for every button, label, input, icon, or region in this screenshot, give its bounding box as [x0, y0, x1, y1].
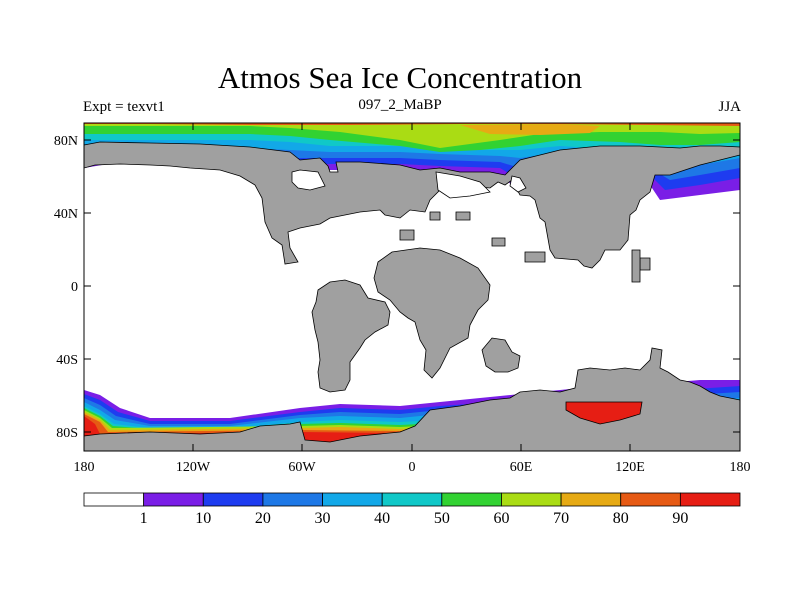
colorbar-swatch: [501, 492, 562, 507]
colorbar-label: 80: [613, 510, 629, 527]
colorbar-swatch: [262, 492, 323, 507]
north-inner-sea-2: [435, 171, 491, 199]
colorbar-label: 20: [255, 510, 271, 527]
colorbar-swatch: [620, 492, 681, 507]
colorbar-label: 70: [553, 510, 569, 527]
colorbar-swatch: [322, 492, 383, 507]
colorbar-labels: 1 10 20 30 40 50 60 70 80 90: [140, 510, 689, 527]
colorbar-swatch: [381, 492, 443, 507]
y-ticks: [84, 139, 740, 433]
land-island-5: [639, 257, 651, 271]
x-tick-label-180w: 180: [74, 460, 95, 475]
land-island-1: [399, 229, 415, 241]
y-tick-label-80s: 80S: [56, 426, 78, 441]
land-africa: [373, 247, 491, 379]
colorbar-swatch: [143, 492, 204, 507]
north-inner-sea-3: [509, 175, 527, 193]
colorbar-label: 50: [434, 510, 450, 527]
land-island-3: [455, 211, 471, 221]
colorbar-label: 30: [315, 510, 331, 527]
y-tick-label-40s: 40S: [56, 353, 78, 368]
period-label: 097_2_MaBP: [358, 97, 442, 113]
land-island-2: [491, 237, 506, 247]
colorbar-label: 60: [493, 510, 509, 527]
land-mask: [84, 141, 740, 451]
y-tick-label-40n: 40N: [54, 207, 78, 222]
colorbar-label: 40: [374, 510, 390, 527]
land-antarctica: [84, 347, 740, 451]
season-label: JJA: [718, 99, 741, 115]
x-tick-label-60e: 60E: [510, 460, 533, 475]
y-tick-label-0: 0: [71, 280, 78, 295]
colorbar-label: 1: [140, 510, 148, 527]
map-field: [84, 123, 740, 451]
land-island-7: [631, 249, 641, 283]
antarctica-embayment: [565, 401, 643, 425]
x-tick-label-60w: 60W: [288, 460, 316, 475]
land-island-6: [524, 251, 546, 263]
x-tick-label-120w: 120W: [176, 460, 211, 475]
x-tick-label-0: 0: [409, 460, 416, 475]
x-tick-label-180e: 180: [730, 460, 751, 475]
colorbar-swatch: [560, 492, 622, 507]
colorbar-label: 10: [195, 510, 211, 527]
colorbar-swatch: [202, 492, 264, 507]
colorbar-label: 90: [672, 510, 688, 527]
north-inner-sea-1: [291, 169, 326, 191]
x-tick-label-120e: 120E: [615, 460, 645, 475]
land-india: [481, 337, 521, 373]
x-ticks: [192, 123, 631, 451]
map-title: Atmos Sea Ice Concentration: [217, 60, 583, 95]
y-tick-label-80n: 80N: [54, 134, 78, 149]
colorbar-swatch: [83, 492, 145, 507]
land-laurasia: [84, 141, 740, 269]
land-south-america: [311, 279, 391, 393]
land-island-4: [429, 211, 441, 221]
arctic-ice-80pct: [84, 123, 740, 126]
arctic-ice-70pct: [460, 124, 600, 135]
colorbar: [83, 492, 741, 507]
experiment-label: Expt = texvt1: [83, 99, 165, 115]
colorbar-swatch: [679, 492, 741, 507]
colorbar-swatch: [441, 492, 502, 507]
